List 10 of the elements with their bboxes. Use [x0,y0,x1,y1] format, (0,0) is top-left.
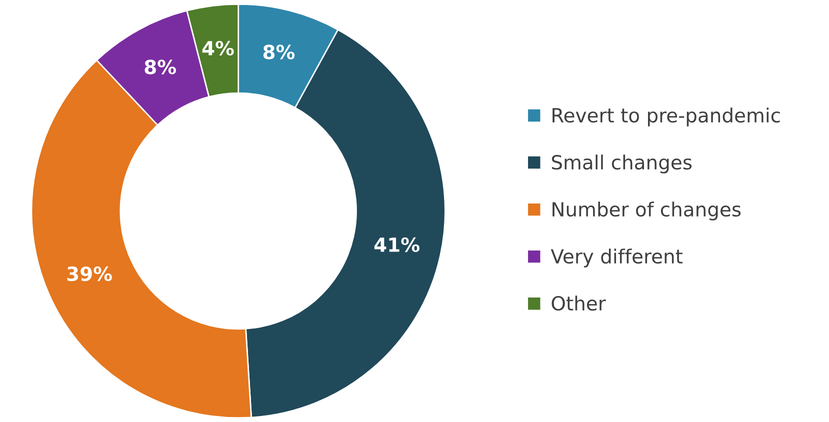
legend-label: Small changes [552,154,692,174]
data-label: 8% [263,44,295,60]
legend-label: Number of changes [552,202,741,220]
data-label: 41% [374,237,420,252]
legend-label: Revert to pre-pandemic [552,108,780,126]
data-label: 4% [202,40,234,56]
data-label: 39% [67,266,112,282]
legend-label: Very different [550,248,683,268]
data-label: 8% [144,60,176,74]
legend-label: Other [552,296,606,311]
